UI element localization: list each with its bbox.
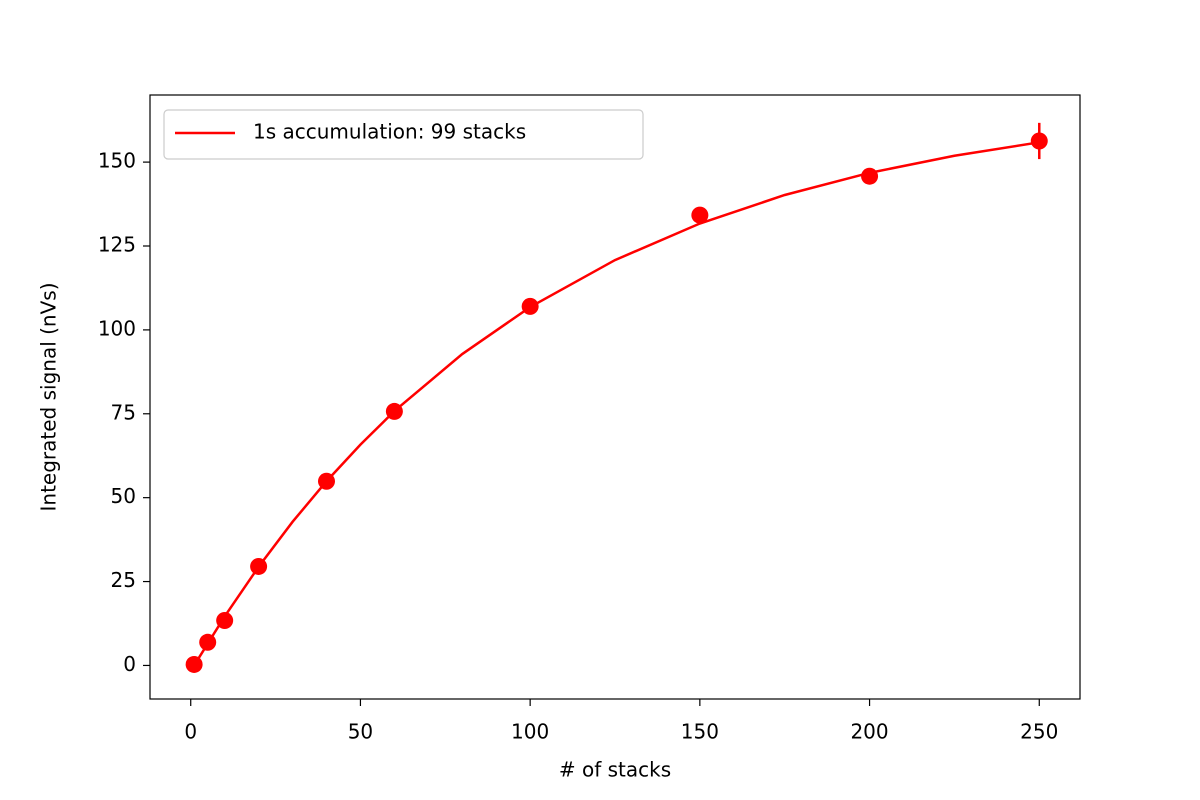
y-tick-label: 0 bbox=[123, 652, 136, 676]
legend-box bbox=[163, 109, 644, 160]
data-point bbox=[1030, 132, 1048, 150]
data-point bbox=[250, 557, 268, 575]
x-tick-label: 100 bbox=[511, 720, 549, 744]
data-point bbox=[199, 633, 217, 651]
data-point bbox=[691, 206, 709, 224]
data-point bbox=[521, 297, 539, 315]
x-tick-label: 0 bbox=[184, 720, 197, 744]
x-tick-label: 50 bbox=[348, 720, 373, 744]
x-axis-label: # of stacks bbox=[559, 758, 671, 782]
x-tick-label: 250 bbox=[1020, 720, 1058, 744]
data-point bbox=[185, 655, 203, 673]
legend: 1s accumulation: 99 stacks bbox=[163, 109, 644, 160]
x-tick-label: 200 bbox=[850, 720, 888, 744]
y-tick-label: 50 bbox=[111, 484, 136, 508]
data-point bbox=[861, 167, 879, 185]
y-tick-label: 25 bbox=[111, 568, 136, 592]
y-tick-label: 100 bbox=[98, 316, 136, 340]
fit-line bbox=[193, 141, 1040, 667]
x-tick-label: 150 bbox=[681, 720, 719, 744]
y-tick-label: 125 bbox=[98, 233, 136, 257]
plot-frame bbox=[149, 94, 1081, 700]
y-tick-label: 75 bbox=[111, 400, 136, 424]
y-tick-label: 150 bbox=[98, 149, 136, 173]
data-point bbox=[317, 472, 335, 490]
y-axis-label: Integrated signal (nVs) bbox=[37, 283, 61, 512]
legend-label: 1s accumulation: 99 stacks bbox=[253, 120, 526, 144]
data-point bbox=[385, 402, 403, 420]
data-point bbox=[216, 611, 234, 629]
